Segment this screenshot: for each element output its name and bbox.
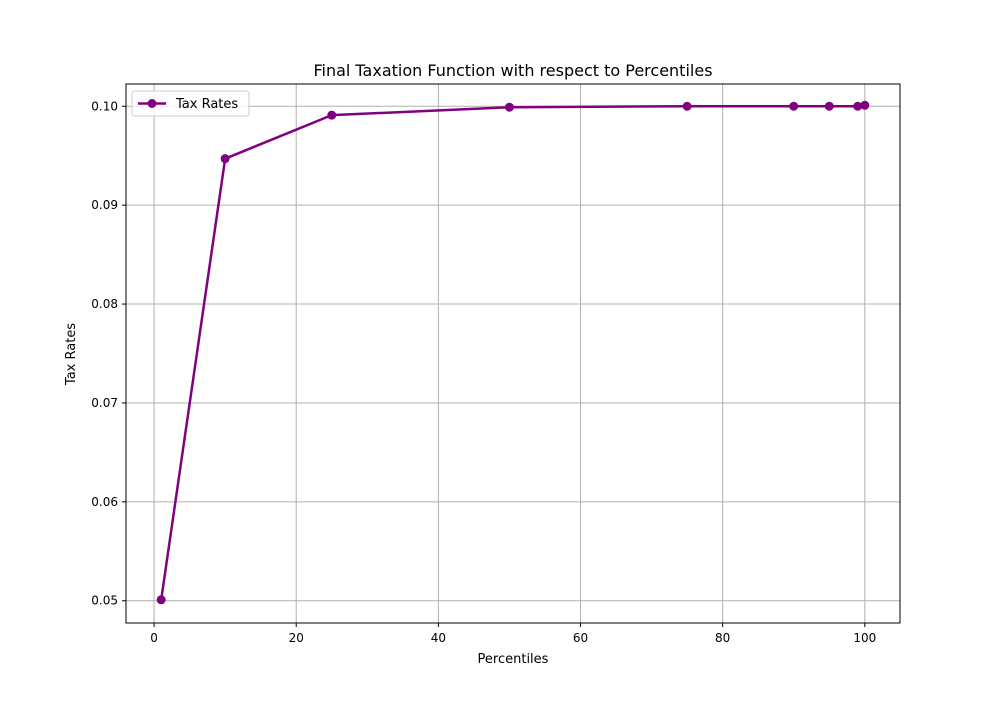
data-point — [156, 595, 166, 605]
y-axis-label: Tax Rates — [64, 323, 79, 386]
x-axis-label: Percentiles — [478, 652, 549, 667]
y-axis-ticks: 0.05 0.06 0.07 0.08 0.09 0.10 — [91, 99, 126, 608]
data-point — [860, 100, 870, 110]
legend: Tax Rates — [131, 90, 250, 117]
y-tick-label: 0.05 — [91, 594, 118, 608]
x-tick-label: 80 — [715, 631, 730, 645]
data-point — [504, 102, 514, 112]
legend-label: Tax Rates — [175, 97, 238, 112]
legend-marker-swatch — [147, 99, 157, 108]
data-point — [327, 110, 337, 120]
data-point — [220, 154, 230, 164]
x-tick-label: 60 — [573, 631, 588, 645]
x-tick-label: 0 — [150, 631, 158, 645]
data-point — [789, 101, 799, 111]
series-layer — [156, 100, 870, 605]
x-axis-ticks: 0 20 40 60 80 100 — [150, 623, 876, 645]
x-tick-label: 20 — [289, 631, 304, 645]
plot-area-frame — [125, 83, 901, 624]
y-tick-label: 0.08 — [91, 297, 118, 311]
chart-title: Final Taxation Function with respect to … — [313, 61, 712, 80]
y-tick-label: 0.09 — [91, 198, 118, 212]
x-tick-label: 100 — [853, 631, 876, 645]
legend-box — [131, 90, 250, 117]
data-point — [682, 101, 692, 111]
x-tick-label: 40 — [431, 631, 446, 645]
data-point — [853, 101, 863, 111]
y-tick-label: 0.07 — [91, 396, 118, 410]
data-point — [824, 101, 834, 111]
y-tick-label: 0.06 — [91, 495, 118, 509]
y-tick-label: 0.10 — [91, 99, 118, 113]
grid-lines — [126, 84, 900, 623]
